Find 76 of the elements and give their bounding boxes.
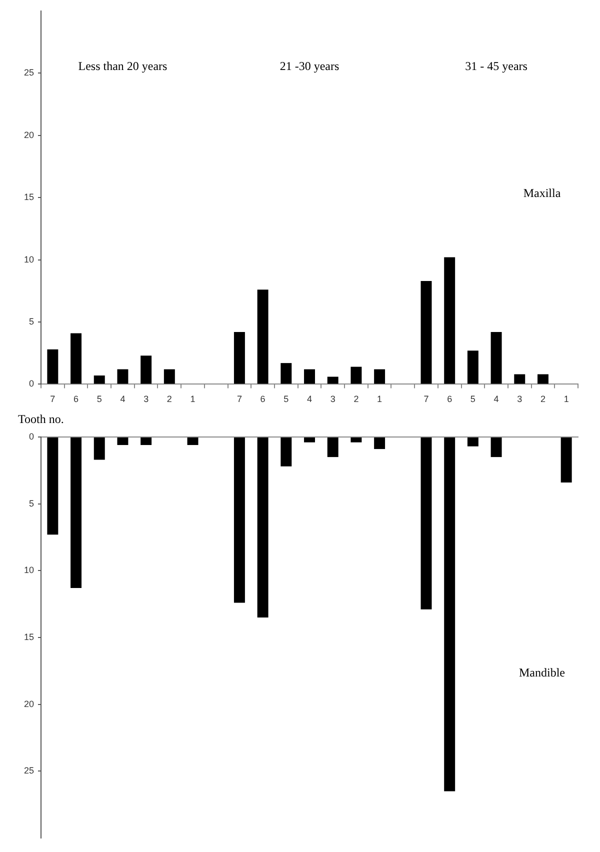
x-tick-label: 3 <box>330 394 336 404</box>
bar <box>444 257 456 384</box>
bar <box>560 438 572 482</box>
bar <box>47 438 58 535</box>
x-tick-label: 7 <box>236 394 242 404</box>
bar <box>514 374 526 384</box>
bar <box>304 438 315 442</box>
bar <box>467 438 478 446</box>
y-tick-label: 0 <box>28 431 34 442</box>
x-tick-label: 6 <box>447 394 452 404</box>
bar <box>280 363 292 384</box>
x-tick-label: 4 <box>120 394 126 404</box>
bar <box>140 356 152 384</box>
bar <box>117 438 128 446</box>
x-axis-title: Tooth no. <box>18 412 64 426</box>
bar <box>304 369 315 384</box>
x-tick-label: 1 <box>564 394 569 404</box>
x-tick-label: 1 <box>377 394 382 404</box>
x-tick-label: 7 <box>424 394 429 404</box>
x-tick-label: 6 <box>260 394 266 404</box>
x-tick-label: 5 <box>470 394 476 404</box>
bar <box>70 333 82 384</box>
bar <box>234 438 245 603</box>
bar <box>327 376 338 384</box>
bar <box>70 438 82 588</box>
annotation: Less than 20 years <box>78 59 168 74</box>
annotation: 31 - 45 years <box>465 59 528 74</box>
bar <box>327 438 338 458</box>
x-tick-label: 2 <box>354 394 359 404</box>
bar <box>350 366 362 384</box>
x-tick-label: 5 <box>96 394 102 404</box>
bar <box>420 280 432 384</box>
x-tick-label: 3 <box>144 394 149 404</box>
x-tick-label: 7 <box>50 394 56 404</box>
bar <box>374 438 386 450</box>
bar <box>444 438 456 792</box>
text: Maxilla <box>523 186 562 200</box>
x-tick-label: 5 <box>284 394 289 404</box>
text: Mandible <box>519 666 565 680</box>
bar <box>140 438 152 446</box>
y-tick-label: 10 <box>24 565 34 576</box>
bar <box>117 369 128 384</box>
bar <box>164 369 175 384</box>
y-tick-label: 0 <box>28 378 34 389</box>
y-tick-label: 20 <box>24 130 34 140</box>
bar <box>490 332 502 384</box>
bar <box>187 438 198 446</box>
bar <box>94 438 105 460</box>
x-tick-label: 2 <box>540 394 546 404</box>
bar <box>94 375 105 384</box>
bar <box>350 438 362 442</box>
x-tick-label: 3 <box>517 394 522 404</box>
y-tick-label: 15 <box>24 192 34 202</box>
y-tick-label: 5 <box>28 498 34 508</box>
x-tick-label: 4 <box>494 394 499 404</box>
x-tick-label: 1 <box>190 394 196 404</box>
annotation: 21 -30 years <box>280 59 340 74</box>
bar <box>374 369 386 384</box>
x-tick-label: 2 <box>166 394 172 404</box>
y-tick-label: 15 <box>24 632 34 642</box>
y-tick-label: 20 <box>24 698 34 709</box>
x-tick-label: 6 <box>74 394 79 404</box>
bar <box>257 290 268 384</box>
y-tick-label: 10 <box>24 254 34 264</box>
y-tick-label: 25 <box>24 68 34 78</box>
y-tick-label: 25 <box>24 766 34 776</box>
bar <box>420 438 432 610</box>
y-tick-label: 5 <box>28 316 34 326</box>
bar <box>467 350 478 384</box>
bar <box>490 438 502 458</box>
bar <box>537 374 548 384</box>
x-tick-label: 4 <box>307 394 312 404</box>
bar <box>257 438 268 618</box>
bar <box>47 349 58 384</box>
bar <box>280 438 292 466</box>
bar <box>234 332 245 384</box>
